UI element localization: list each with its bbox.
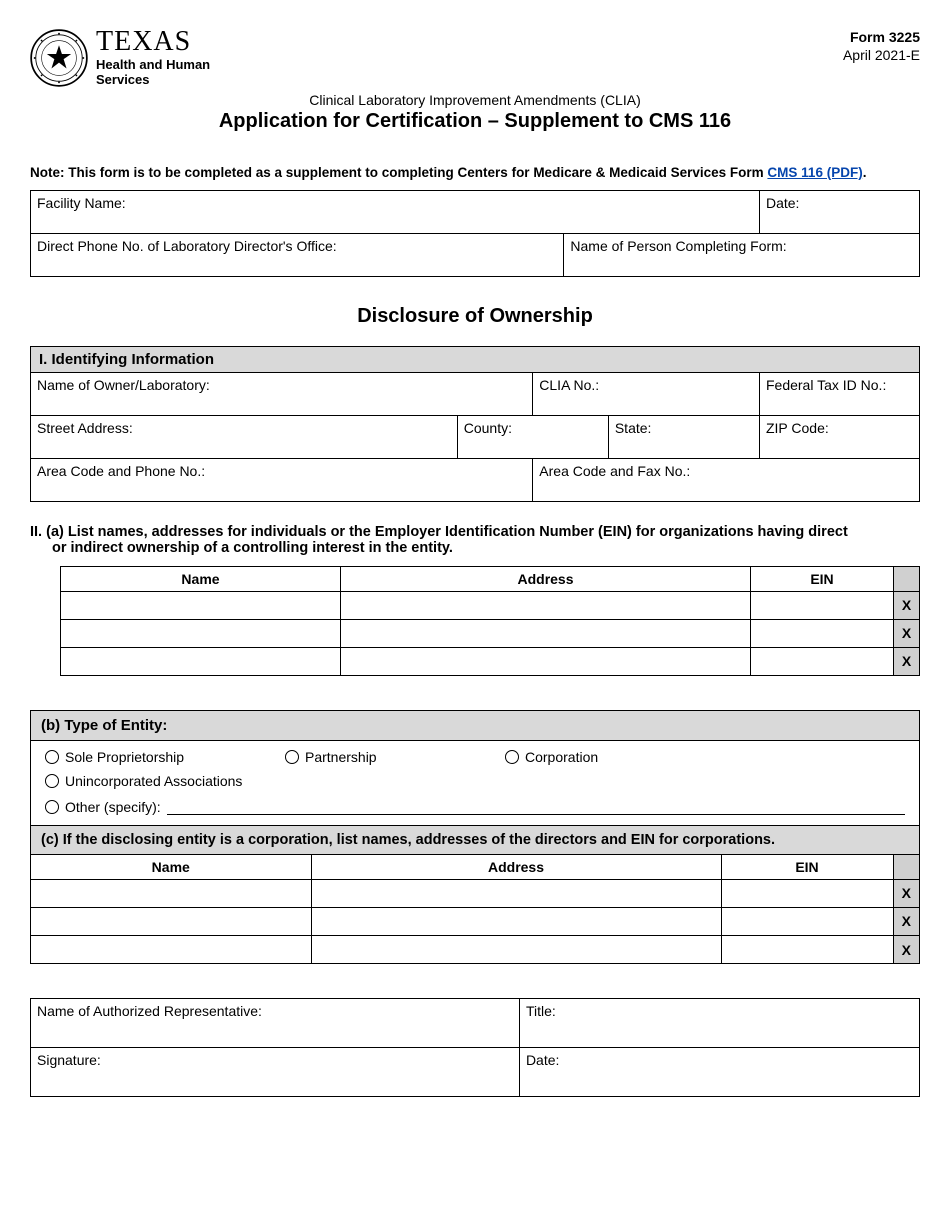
table-cell[interactable] bbox=[61, 647, 341, 675]
section-1-header: I. Identifying Information bbox=[30, 346, 920, 373]
col-ein: EIN bbox=[721, 855, 893, 880]
col-x bbox=[894, 566, 920, 591]
table-cell[interactable] bbox=[341, 619, 751, 647]
delete-row-button[interactable]: X bbox=[893, 935, 919, 963]
date-field[interactable]: Date: bbox=[759, 190, 919, 233]
section-2c-table: Name Address EIN X X X bbox=[31, 855, 919, 964]
fax-field[interactable]: Area Code and Fax No.: bbox=[533, 458, 920, 501]
section-1-table: Name of Owner/Laboratory: CLIA No.: Fede… bbox=[30, 373, 920, 502]
section-2b-header: (b) Type of Entity: bbox=[31, 711, 919, 741]
top-fields-table: Facility Name: Date: Direct Phone No. of… bbox=[30, 190, 920, 277]
sig-date-field[interactable]: Date: bbox=[519, 1048, 919, 1097]
street-field[interactable]: Street Address: bbox=[31, 415, 458, 458]
table-cell[interactable] bbox=[721, 879, 893, 907]
delete-row-button[interactable]: X bbox=[893, 879, 919, 907]
section-2b-box: (b) Type of Entity: Sole Proprietorship … bbox=[30, 710, 920, 965]
radio-icon bbox=[45, 800, 59, 814]
table-cell[interactable] bbox=[61, 591, 341, 619]
col-ein: EIN bbox=[751, 566, 894, 591]
table-cell[interactable] bbox=[721, 935, 893, 963]
disclosure-title: Disclosure of Ownership bbox=[30, 305, 920, 328]
delete-row-button[interactable]: X bbox=[893, 907, 919, 935]
form-number: Form 3225 bbox=[843, 28, 920, 46]
radio-icon bbox=[285, 750, 299, 764]
delete-row-button[interactable]: X bbox=[894, 591, 920, 619]
facility-name-field[interactable]: Facility Name: bbox=[31, 190, 760, 233]
radio-sole[interactable]: Sole Proprietorship bbox=[45, 749, 285, 765]
county-field[interactable]: County: bbox=[457, 415, 608, 458]
rep-title-field[interactable]: Title: bbox=[519, 999, 919, 1048]
title-block: Clinical Laboratory Improvement Amendmen… bbox=[30, 92, 920, 133]
page-header: TEXAS Health and Human Services Form 322… bbox=[30, 28, 920, 88]
fedtax-field[interactable]: Federal Tax ID No.: bbox=[759, 373, 919, 416]
section-2c-header: (c) If the disclosing entity is a corpor… bbox=[31, 825, 919, 855]
other-specify-input[interactable] bbox=[167, 799, 905, 815]
clia-field[interactable]: CLIA No.: bbox=[533, 373, 760, 416]
radio-unincorporated[interactable]: Unincorporated Associations bbox=[45, 773, 242, 789]
cms-116-link[interactable]: CMS 116 (PDF) bbox=[767, 165, 862, 180]
section-2a-heading: II. (a) List names, addresses for indivi… bbox=[30, 524, 920, 556]
table-cell[interactable] bbox=[31, 879, 311, 907]
texas-seal-icon bbox=[30, 29, 88, 87]
radio-corporation[interactable]: Corporation bbox=[505, 749, 735, 765]
table-cell[interactable] bbox=[61, 619, 341, 647]
table-cell[interactable] bbox=[311, 907, 721, 935]
zip-field[interactable]: ZIP Code: bbox=[759, 415, 919, 458]
delete-row-button[interactable]: X bbox=[894, 619, 920, 647]
radio-other-row: Other (specify): bbox=[31, 799, 919, 825]
table-cell[interactable] bbox=[311, 935, 721, 963]
radio-other[interactable]: Other (specify): bbox=[45, 799, 161, 815]
subtitle: Clinical Laboratory Improvement Amendmen… bbox=[30, 92, 920, 108]
table-cell[interactable] bbox=[751, 591, 894, 619]
table-cell[interactable] bbox=[721, 907, 893, 935]
signature-field[interactable]: Signature: bbox=[31, 1048, 520, 1097]
form-note: Note: This form is to be completed as a … bbox=[30, 165, 920, 180]
table-cell[interactable] bbox=[751, 619, 894, 647]
rep-name-field[interactable]: Name of Authorized Representative: bbox=[31, 999, 520, 1048]
col-x bbox=[893, 855, 919, 880]
completer-field[interactable]: Name of Person Completing Form: bbox=[564, 233, 920, 276]
table-cell[interactable] bbox=[341, 647, 751, 675]
radio-icon bbox=[45, 774, 59, 788]
table-cell[interactable] bbox=[751, 647, 894, 675]
main-title: Application for Certification – Suppleme… bbox=[30, 110, 920, 133]
radio-icon bbox=[505, 750, 519, 764]
delete-row-button[interactable]: X bbox=[894, 647, 920, 675]
radio-partnership[interactable]: Partnership bbox=[285, 749, 505, 765]
phone-field[interactable]: Area Code and Phone No.: bbox=[31, 458, 533, 501]
dept-name: Health and Human Services bbox=[96, 58, 210, 88]
entity-type-radios: Sole Proprietorship Partnership Corporat… bbox=[31, 741, 919, 799]
table-cell[interactable] bbox=[341, 591, 751, 619]
col-address: Address bbox=[341, 566, 751, 591]
col-name: Name bbox=[31, 855, 311, 880]
table-cell[interactable] bbox=[311, 879, 721, 907]
owner-field[interactable]: Name of Owner/Laboratory: bbox=[31, 373, 533, 416]
signature-table: Name of Authorized Representative: Title… bbox=[30, 998, 920, 1097]
state-field[interactable]: State: bbox=[608, 415, 759, 458]
form-date: April 2021-E bbox=[843, 46, 920, 64]
radio-icon bbox=[45, 750, 59, 764]
director-phone-field[interactable]: Direct Phone No. of Laboratory Director'… bbox=[31, 233, 564, 276]
logo-block: TEXAS Health and Human Services bbox=[30, 28, 210, 88]
logo-text: TEXAS Health and Human Services bbox=[96, 28, 210, 88]
form-meta: Form 3225 April 2021-E bbox=[843, 28, 920, 64]
state-name: TEXAS bbox=[96, 28, 210, 56]
section-2a-table: Name Address EIN X X X bbox=[60, 566, 920, 676]
col-name: Name bbox=[61, 566, 341, 591]
table-cell[interactable] bbox=[31, 907, 311, 935]
col-address: Address bbox=[311, 855, 721, 880]
table-cell[interactable] bbox=[31, 935, 311, 963]
